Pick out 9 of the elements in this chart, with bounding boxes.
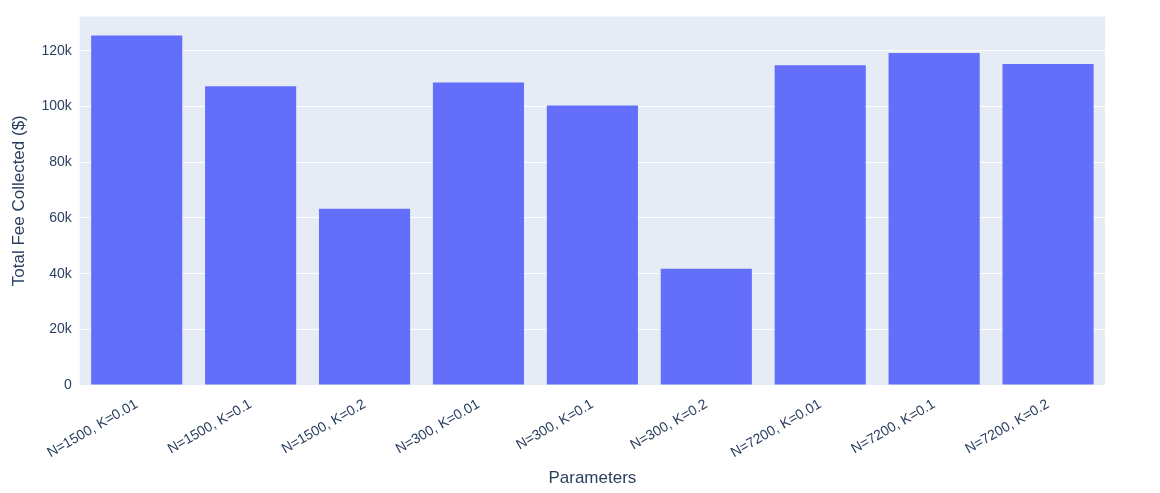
x-axis-title: Parameters: [548, 468, 637, 488]
y-tick-label: 80k: [49, 153, 73, 170]
y-tick-label: 120k: [41, 41, 73, 58]
y-tick-label: 60k: [49, 208, 73, 225]
y-tick-label: 40k: [49, 264, 73, 281]
y-axis-title: Total Fee Collected ($): [8, 115, 28, 287]
y-tick-label: 20k: [49, 320, 73, 337]
y-tick-label: 100k: [41, 97, 73, 114]
y-tick-label: 0: [63, 375, 72, 392]
